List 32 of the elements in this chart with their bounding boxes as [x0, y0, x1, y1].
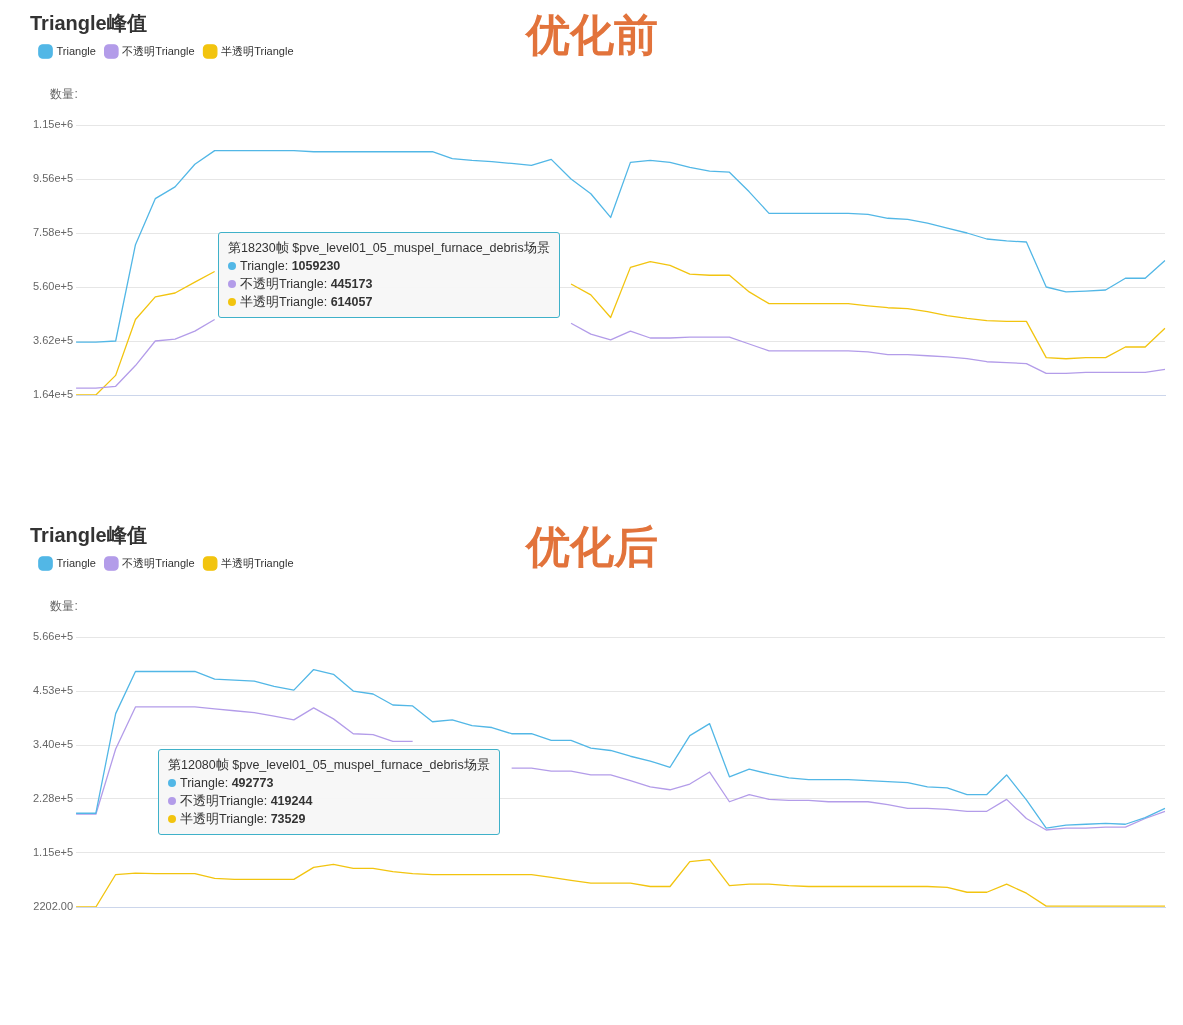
- y-tick-label: 2.28e+5: [32, 791, 74, 804]
- annotation: Triangle: 1059230: [240, 259, 341, 273]
- y-tick-label: 5.66e+5: [32, 630, 74, 643]
- y-axis-title: 数量:: [50, 87, 78, 102]
- y-tick-label: 2202.00: [33, 900, 74, 913]
- chart-subtitle: 优化前: [525, 10, 658, 59]
- y-tick-label: 1.15e+5: [32, 846, 74, 859]
- legend-label: 不透明Triangle: [122, 556, 195, 569]
- chart-subtitle: 优化后: [525, 522, 658, 571]
- legend-label: 半透明Triangle: [221, 44, 294, 57]
- y-tick-label: 1.15e+6: [32, 118, 74, 131]
- chart-title: Triangle峰值: [30, 11, 147, 34]
- y-tick-label: 9.56e+5: [32, 172, 74, 185]
- annotation: Triangle: 492773: [180, 776, 274, 790]
- legend-label: 半透明Triangle: [221, 556, 294, 569]
- y-tick-label: 5.60e+5: [32, 280, 74, 293]
- y-tick-label: 4.53e+5: [32, 684, 74, 697]
- annotation: 第12080帧 $pve_level01_05_muspel_furnace_debris场景: [168, 758, 490, 772]
- annotation: 半透明Triangle: 614057: [240, 295, 373, 309]
- y-tick-label: 3.62e+5: [32, 334, 74, 347]
- y-axis-title: 数量:: [50, 599, 78, 614]
- y-tick-label: 7.58e+5: [32, 226, 74, 239]
- chart-title: Triangle峰值: [30, 523, 147, 546]
- legend-label: Triangle: [56, 44, 96, 57]
- legend-label: Triangle: [56, 556, 96, 569]
- annotation: 不透明Triangle: 445173: [240, 277, 373, 291]
- y-tick-label: 1.64e+5: [32, 388, 74, 401]
- annotation: 不透明Triangle: 419244: [180, 794, 313, 808]
- annotation: 第18230帧 $pve_level01_05_muspel_furnace_debris场景: [228, 241, 550, 255]
- y-tick-label: 3.40e+5: [32, 738, 74, 751]
- annotation: 半透明Triangle: 73529: [180, 812, 306, 826]
- legend-label: 不透明Triangle: [122, 44, 195, 57]
